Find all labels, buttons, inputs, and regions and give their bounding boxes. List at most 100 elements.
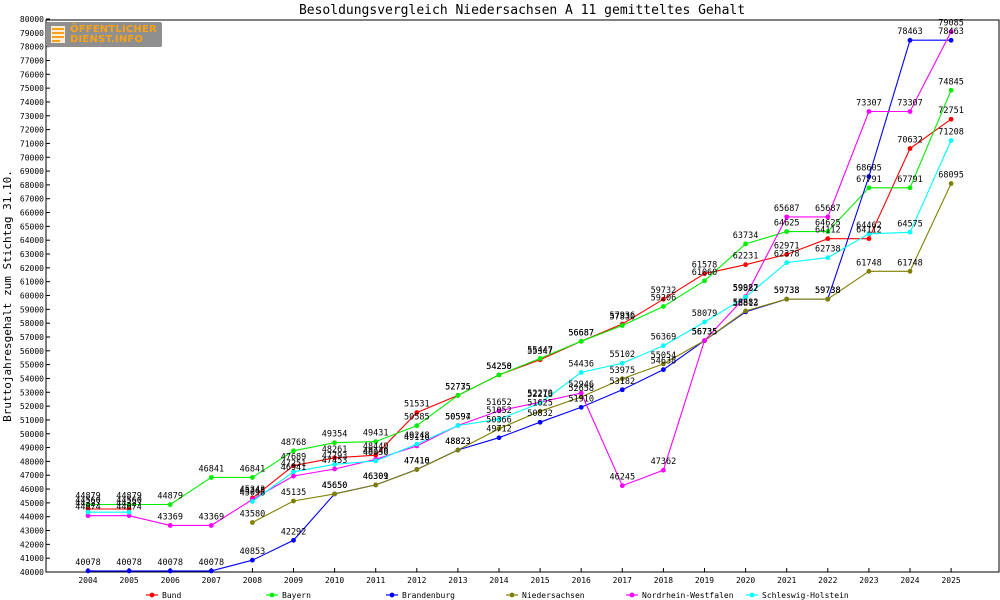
- data-label-bund: 57936: [610, 311, 636, 321]
- x-tick-label: 2010: [325, 576, 344, 585]
- y-tick-label: 40000: [20, 568, 44, 577]
- data-label-brandenburg: 68605: [856, 164, 882, 174]
- point-bayern: [825, 229, 831, 234]
- point-niedersachsen: [619, 376, 625, 382]
- y-tick-label: 66000: [20, 209, 44, 218]
- x-tick-label: 2009: [284, 576, 303, 585]
- point-niedersachsen: [948, 181, 954, 186]
- point-bayern: [537, 356, 543, 361]
- data-label-bund: 44560: [75, 496, 101, 506]
- point-brandenburg: [948, 37, 954, 43]
- data-label-niedersachsen: 59733: [774, 286, 800, 296]
- data-label-schleswig-holstein: 49248: [404, 431, 430, 441]
- data-label-schleswig-holstein: 51052: [486, 406, 512, 416]
- point-schleswig-holstein: [85, 509, 91, 515]
- legend: Bund Bayern Brandenburg Niedersachsen Nordrh…: [146, 591, 849, 600]
- point-nordrhein-westfalen: [496, 408, 502, 414]
- point-bayern: [661, 304, 666, 309]
- point-schleswig-holstein: [702, 319, 707, 325]
- data-label-nordrhein-westfalen: 56735: [692, 328, 718, 338]
- y-tick-label: 47000: [20, 471, 44, 480]
- point-bayern: [743, 241, 748, 247]
- data-label-nordrhein-westfalen: 47453: [322, 456, 348, 466]
- data-label-bayern: 67791: [897, 175, 923, 185]
- data-label-brandenburg: 40078: [116, 558, 142, 568]
- data-label-schleswig-holstein: 47251: [281, 459, 307, 469]
- point-brandenburg: [208, 568, 214, 574]
- point-niedersachsen: [455, 447, 461, 453]
- point-bayern: [907, 185, 913, 191]
- y-tick-label: 51000: [20, 416, 44, 425]
- data-label-niedersachsen: 61748: [897, 258, 923, 268]
- point-schleswig-holstein: [373, 458, 379, 464]
- data-label-bayern: 44879: [157, 492, 183, 502]
- series-line-brandenburg: [88, 39, 952, 572]
- data-labels: 44560 44560 45343 47689 48261 48449 51531 52775…: [75, 19, 964, 568]
- y-tick-label: 74000: [20, 98, 44, 107]
- point-niedersachsen: [496, 426, 502, 432]
- data-label-schleswig-holstein: 64462: [856, 221, 882, 231]
- point-bayern: [578, 338, 584, 344]
- data-label-schleswig-holstein: 64575: [897, 219, 923, 229]
- data-label-niedersachsen: 43580: [240, 510, 266, 520]
- data-label-niedersachsen: 48823: [445, 437, 471, 447]
- data-label-nordrhein-westfalen: 46245: [610, 473, 636, 483]
- point-nordrhein-westfalen: [907, 109, 913, 114]
- data-label-nordrhein-westfalen: 73307: [897, 99, 923, 109]
- y-tick-label: 48000: [20, 457, 44, 466]
- data-label-schleswig-holstein: 55102: [610, 350, 636, 360]
- data-label-bund: 48261: [322, 445, 348, 455]
- point-nordrhein-westfalen: [948, 29, 954, 35]
- x-tick-label: 2012: [407, 576, 426, 585]
- point-schleswig-holstein: [661, 343, 666, 349]
- point-bayern: [250, 475, 255, 480]
- x-tick-label: 2023: [859, 576, 878, 585]
- data-label-niedersachsen: 53975: [610, 366, 636, 376]
- data-label-brandenburg: 59738: [815, 286, 841, 296]
- data-label-brandenburg: 78463: [897, 27, 923, 37]
- y-tick-label: 63000: [20, 250, 44, 259]
- point-schleswig-holstein: [825, 255, 831, 261]
- legend-marker-nordrhein-westfalen: [629, 592, 635, 598]
- point-schleswig-holstein: [291, 469, 296, 475]
- data-label-nordrhein-westfalen: 43369: [199, 512, 225, 522]
- point-bund: [373, 452, 379, 458]
- data-label-niedersachsen: 45135: [281, 488, 307, 498]
- x-tick-label: 2016: [572, 576, 591, 585]
- y-tick-label: 49000: [20, 444, 44, 453]
- point-bayern: [948, 87, 954, 93]
- chart-title: Besoldungsvergleich Niedersachsen A 11 g…: [299, 3, 745, 18]
- data-label-bund: 62971: [774, 241, 800, 251]
- y-tick-label: 79000: [20, 29, 44, 38]
- legend-label-brandenburg: Brandenburg: [402, 591, 455, 600]
- data-label-niedersachsen: 59738: [815, 286, 841, 296]
- data-label-schleswig-holstein: 62738: [815, 245, 841, 255]
- data-label-brandenburg: 47416: [404, 456, 430, 466]
- data-label-bayern: 46841: [240, 464, 266, 474]
- data-label-nordrhein-westfalen: 65687: [815, 204, 841, 214]
- point-brandenburg: [126, 568, 132, 574]
- point-bayern: [373, 439, 379, 445]
- point-schleswig-holstein: [578, 370, 584, 375]
- point-schleswig-holstein: [332, 461, 337, 467]
- y-tick-label: 50000: [20, 430, 44, 439]
- x-tick-label: 2022: [818, 576, 837, 585]
- data-label-bund: 64112: [815, 226, 841, 236]
- point-schleswig-holstein: [784, 260, 790, 266]
- data-label-brandenburg: 50832: [527, 409, 553, 419]
- data-label-niedersachsen: 51625: [527, 398, 553, 408]
- legend-marker-bund: [149, 592, 155, 598]
- point-nordrhein-westfalen: [619, 483, 625, 489]
- data-label-brandenburg: 45650: [322, 481, 348, 491]
- x-tick-label: 2025: [941, 576, 960, 585]
- data-label-bayern: 74845: [938, 77, 964, 87]
- point-niedersachsen: [332, 491, 337, 497]
- data-label-niedersachsen: 56735: [692, 328, 718, 338]
- point-bund: [825, 236, 831, 242]
- point-niedersachsen: [907, 268, 913, 274]
- data-label-brandenburg: 49712: [486, 425, 512, 435]
- y-tick-label: 56000: [20, 347, 44, 356]
- y-tick-label: 80000: [20, 15, 44, 24]
- data-label-bayern: 46841: [199, 464, 225, 474]
- point-nordrhein-westfalen: [702, 338, 707, 344]
